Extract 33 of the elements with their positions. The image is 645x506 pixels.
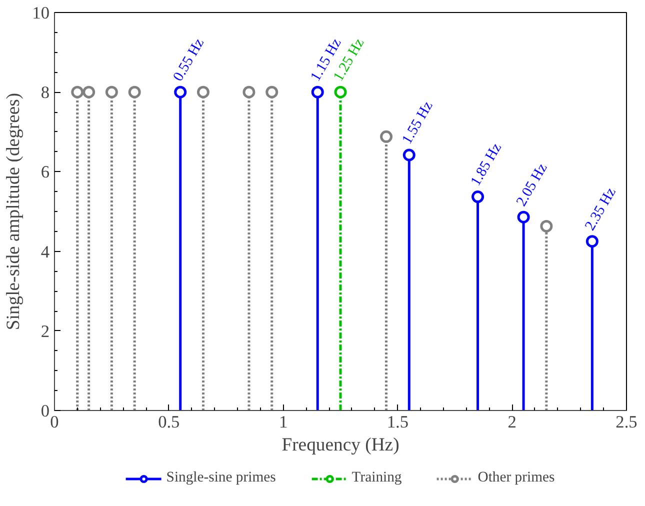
x-tick-label: 2.5 (616, 412, 638, 432)
point (380, 130, 393, 143)
point (540, 220, 553, 232)
y-tick-label: 2 (40, 322, 50, 341)
point (82, 86, 96, 98)
annotation: 0.55 Hz (170, 35, 208, 84)
x-tick-label: 2 (508, 412, 516, 432)
point (196, 86, 210, 98)
x-tick-label: 1 (278, 412, 288, 432)
point (174, 86, 187, 98)
y-tick-label: 6 (40, 162, 50, 182)
legend-label: Other primes (478, 470, 555, 486)
point (128, 86, 141, 98)
x-axis-title: Frequency (Hz) (282, 434, 400, 456)
x-tick-label: 1.5 (386, 412, 409, 432)
point (334, 86, 347, 98)
point (402, 148, 416, 162)
annotation: 1.85 Hz (468, 140, 506, 189)
x-tick-label: 0.5 (158, 412, 180, 432)
point (266, 86, 278, 98)
y-tick-label: 8 (40, 83, 50, 102)
point (105, 86, 118, 98)
point (586, 235, 598, 248)
y-axis-title: Single-side amplitude (degrees) (3, 92, 24, 330)
y-tick-label: 10 (32, 4, 50, 22)
point (517, 210, 530, 224)
legend-label: Single-sine primes (166, 470, 276, 486)
point (242, 86, 256, 98)
point (472, 190, 484, 204)
legend-label: Training (352, 470, 402, 486)
y-tick-label: 4 (40, 242, 50, 262)
point (71, 86, 84, 98)
point (311, 86, 324, 98)
